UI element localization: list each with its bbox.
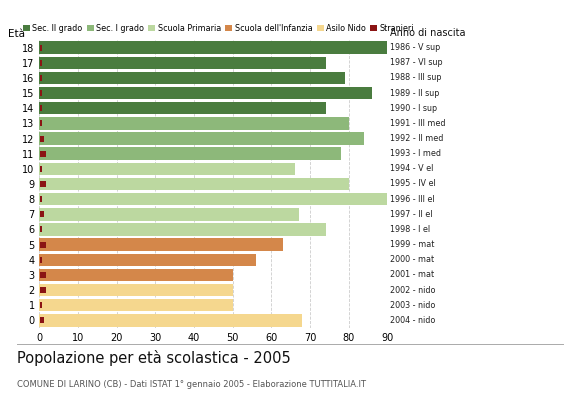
Bar [39, 136, 44, 142]
Bar [39, 211, 44, 217]
Text: 2004 - nido: 2004 - nido [390, 316, 436, 325]
Text: 1986 - V sup: 1986 - V sup [390, 43, 441, 52]
Text: 1987 - VI sup: 1987 - VI sup [390, 58, 443, 67]
Bar [39, 72, 345, 84]
Bar [39, 120, 42, 126]
Text: 2002 - nido: 2002 - nido [390, 286, 436, 295]
Text: 1988 - III sup: 1988 - III sup [390, 73, 442, 82]
Text: 1997 - II el: 1997 - II el [390, 210, 433, 219]
Bar [39, 117, 349, 130]
Bar [39, 269, 233, 281]
Bar [39, 105, 42, 111]
Text: 1996 - III el: 1996 - III el [390, 195, 435, 204]
Text: 1998 - I el: 1998 - I el [390, 225, 430, 234]
Bar [39, 238, 283, 251]
Text: 1991 - III med: 1991 - III med [390, 119, 446, 128]
Bar [39, 302, 42, 308]
Bar [39, 223, 325, 236]
Bar [39, 318, 44, 324]
Bar [39, 56, 325, 69]
Text: 1994 - V el: 1994 - V el [390, 164, 434, 173]
Bar [39, 208, 299, 220]
Bar [39, 44, 42, 50]
Text: 1993 - I med: 1993 - I med [390, 149, 441, 158]
Bar [39, 257, 42, 263]
Bar [39, 242, 46, 248]
Bar [39, 151, 46, 157]
Bar [39, 178, 349, 190]
Bar [39, 287, 46, 293]
Bar [39, 132, 364, 145]
Bar [39, 314, 302, 327]
Bar [39, 181, 46, 187]
Text: 2003 - nido: 2003 - nido [390, 301, 436, 310]
Text: 2001 - mat: 2001 - mat [390, 270, 434, 280]
Text: COMUNE DI LARINO (CB) - Dati ISTAT 1° gennaio 2005 - Elaborazione TUTTITALIA.IT: COMUNE DI LARINO (CB) - Dati ISTAT 1° ge… [17, 380, 367, 389]
Text: 1992 - II med: 1992 - II med [390, 134, 444, 143]
Bar [39, 102, 325, 114]
Bar [39, 284, 233, 296]
Bar [39, 254, 256, 266]
Bar [39, 87, 372, 99]
Bar [39, 148, 341, 160]
Bar [39, 299, 233, 312]
Text: Età: Età [8, 30, 25, 40]
Bar [39, 166, 42, 172]
Text: 1989 - II sup: 1989 - II sup [390, 88, 440, 98]
Text: 1999 - mat: 1999 - mat [390, 240, 435, 249]
Bar [39, 60, 42, 66]
Bar [39, 163, 295, 175]
Bar [39, 90, 42, 96]
Bar [39, 193, 387, 205]
Bar [39, 41, 387, 54]
Text: 2000 - mat: 2000 - mat [390, 255, 434, 264]
Bar [39, 272, 46, 278]
Legend: Sec. II grado, Sec. I grado, Scuola Primaria, Scuola dell'Infanzia, Asilo Nido, : Sec. II grado, Sec. I grado, Scuola Prim… [23, 24, 414, 33]
Bar [39, 196, 42, 202]
Text: Popolazione per età scolastica - 2005: Popolazione per età scolastica - 2005 [17, 350, 291, 366]
Bar [39, 226, 42, 232]
Text: 1990 - I sup: 1990 - I sup [390, 104, 437, 113]
Text: 1995 - IV el: 1995 - IV el [390, 180, 436, 188]
Bar [39, 75, 42, 81]
Text: Anno di nascita: Anno di nascita [390, 28, 466, 38]
